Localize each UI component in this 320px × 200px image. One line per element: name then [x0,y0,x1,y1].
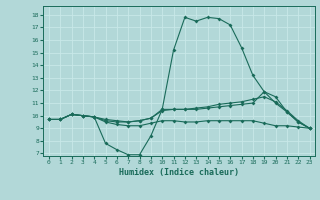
X-axis label: Humidex (Indice chaleur): Humidex (Indice chaleur) [119,168,239,177]
